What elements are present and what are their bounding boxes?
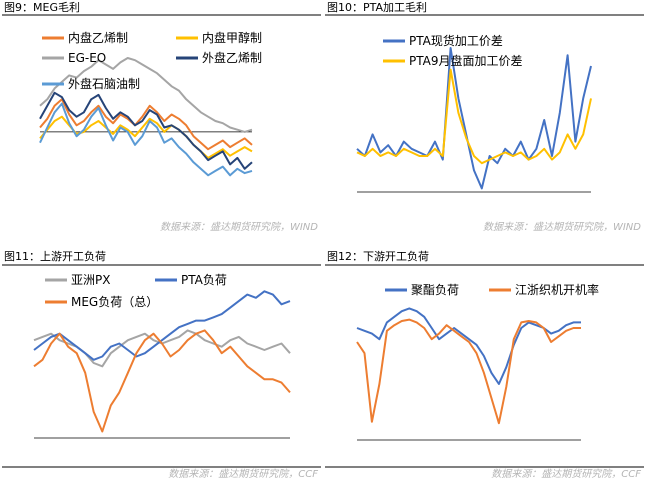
legend-label: PTA现货加工价差 <box>409 33 503 48</box>
series-line-2 <box>39 57 253 133</box>
chart-title: 图12：下游开工负荷 <box>327 249 429 263</box>
legend-label: 外盘乙烯制 <box>202 50 262 65</box>
legend-label: PTA9月盘面加工价差 <box>409 53 522 68</box>
series-line-4 <box>39 102 253 177</box>
source-note: 数据来源：盛达期货研究院，CCF <box>168 468 318 479</box>
chart-title: 图10：PTA加工毛利 <box>327 1 427 14</box>
chart-panel-downstream-load: 图12：下游开工负荷 数据来源：盛达期货研究院，CCF 聚酯负荷 江浙织机开机率 <box>323 240 646 479</box>
legend-label: MEG负荷（总） <box>71 295 158 309</box>
series-line-0 <box>356 307 581 385</box>
chart-panel-pta-margin: 图10：PTA加工毛利 数据来源：盛达期货研究院，WIND PTA现货加工价差 P… <box>323 0 646 239</box>
legend-label: 外盘石脑油制 <box>68 76 140 91</box>
legend-label: 江浙织机开机率 <box>515 282 599 297</box>
legend-label: 内盘乙烯制 <box>68 30 128 45</box>
series-line-0 <box>33 329 291 368</box>
series-line-3 <box>39 91 253 170</box>
chart-title: 图9：MEG毛利 <box>4 1 80 14</box>
chart-panel-meg-margin: 图9：MEG毛利 数据来源：盛达期货研究院，WIND 内盘乙烯制 内盘甲醇制 EG-… <box>0 0 323 239</box>
series-line-1 <box>33 290 291 361</box>
series-line-1 <box>356 68 592 165</box>
series-line-0 <box>39 98 253 151</box>
downstream-load-chart: 图12：下游开工负荷 数据来源：盛达期货研究院，CCF 聚酯负荷 江浙织机开机率 <box>325 249 644 479</box>
meg-margin-chart: 图9：MEG毛利 数据来源：盛达期货研究院，WIND 内盘乙烯制 内盘甲醇制 EG-… <box>2 1 321 233</box>
legend-label: 亚洲PX <box>71 273 110 287</box>
series-line-2 <box>33 329 291 433</box>
legend-label: EG-EO <box>68 51 106 65</box>
chart-title: 图11：上游开工负荷 <box>4 249 106 263</box>
upstream-load-chart: 图11：上游开工负荷 数据来源：盛达期货研究院，CCF 亚洲PX PTA负荷 MEG… <box>2 249 321 479</box>
legend-label: 聚酯负荷 <box>411 283 459 297</box>
source-note: 数据来源：盛达期货研究院，WIND <box>160 221 318 233</box>
legend-label: 内盘甲醇制 <box>202 30 262 45</box>
legend-label: PTA负荷 <box>181 273 227 287</box>
series-line-0 <box>356 47 592 190</box>
chart-panel-upstream-load: 图11：上游开工负荷 数据来源：盛达期货研究院，CCF 亚洲PX PTA负荷 MEG… <box>0 240 323 479</box>
series-line-1 <box>356 318 581 425</box>
source-note: 数据来源：盛达期货研究院，CCF <box>491 468 641 479</box>
pta-margin-chart: 图10：PTA加工毛利 数据来源：盛达期货研究院，WIND PTA现货加工价差 P… <box>325 1 644 233</box>
source-note: 数据来源：盛达期货研究院，WIND <box>483 221 641 233</box>
